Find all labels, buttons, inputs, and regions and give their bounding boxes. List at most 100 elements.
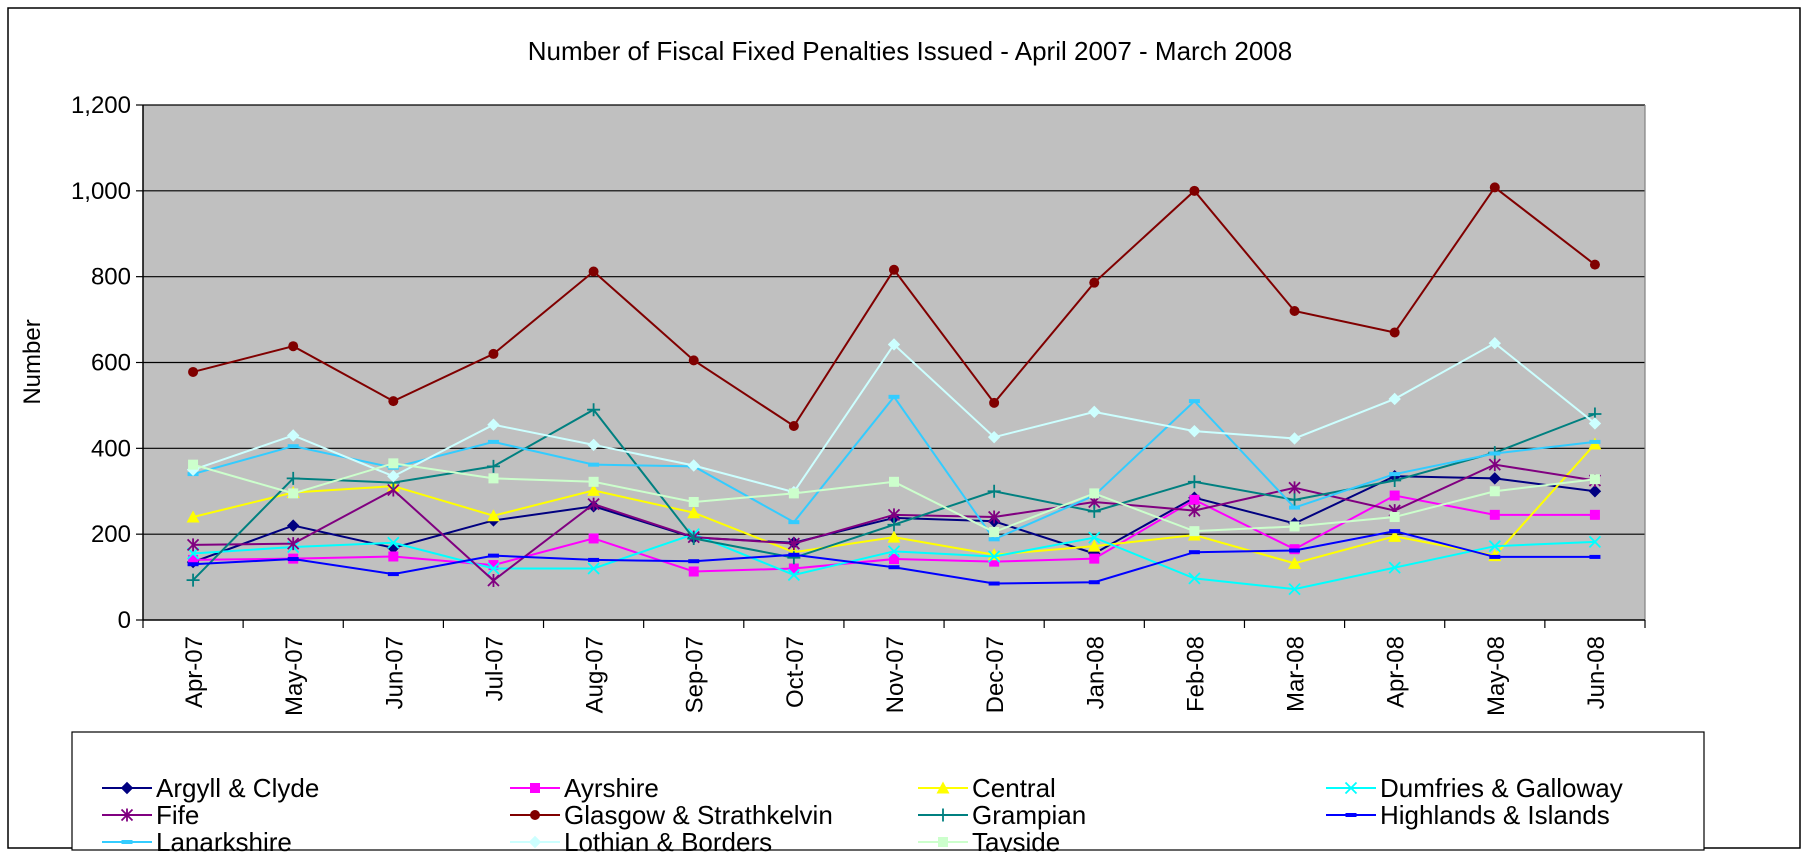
data-point	[286, 429, 300, 442]
data-point	[387, 572, 399, 577]
data-point	[1288, 432, 1301, 445]
data-point	[1389, 512, 1400, 522]
data-point	[287, 444, 299, 449]
data-point	[687, 531, 701, 545]
data-point	[487, 562, 500, 575]
series-group	[186, 182, 1602, 596]
data-point	[1189, 526, 1200, 537]
data-point	[1189, 185, 1200, 196]
data-point	[1188, 424, 1201, 438]
data-point	[1489, 554, 1501, 559]
chart-title: Number of Fiscal Fixed Penalties Issued …	[528, 36, 1292, 66]
data-point	[788, 421, 799, 432]
legend-label: Glasgow & Strathkelvin	[564, 800, 833, 830]
data-point	[889, 476, 899, 487]
x-tick-label: Dec-07	[982, 636, 1009, 713]
data-point	[287, 557, 299, 562]
data-point	[688, 355, 699, 366]
data-point	[188, 554, 199, 565]
data-point	[1488, 458, 1501, 472]
data-point	[1188, 550, 1200, 555]
data-point	[287, 537, 300, 551]
data-point	[1288, 556, 1302, 569]
data-point	[1489, 509, 1500, 520]
x-tick-label: Feb-08	[1182, 636, 1209, 712]
legend-marker	[530, 810, 540, 820]
legend-marker	[1344, 781, 1358, 795]
x-tick-label: Oct-07	[782, 636, 809, 708]
x-tick-label: Aug-07	[582, 636, 609, 713]
x-tick-label: Jul-07	[481, 636, 508, 701]
y-tick-label: 400	[91, 435, 131, 462]
legend-label: Grampian	[972, 800, 1086, 830]
legend-item: Lothian & Borders	[510, 827, 772, 852]
data-point	[387, 536, 400, 549]
data-point	[587, 438, 600, 452]
data-point	[1388, 392, 1401, 406]
data-point	[1388, 474, 1402, 488]
data-point	[486, 459, 500, 473]
data-point	[186, 538, 200, 552]
data-point	[1389, 490, 1400, 501]
data-point	[887, 338, 901, 351]
data-point	[887, 545, 901, 558]
data-point	[387, 470, 400, 483]
data-point	[587, 562, 600, 575]
data-point	[288, 341, 299, 352]
data-point	[887, 518, 901, 532]
x-tick-label: Jan-08	[1082, 636, 1109, 709]
data-point	[487, 418, 500, 431]
data-point	[888, 565, 900, 570]
legend-label: Argyll & Clyde	[156, 773, 319, 803]
legend-marker	[936, 808, 950, 822]
legend-item: Ayrshire	[510, 773, 659, 803]
y-tick-label: 600	[91, 350, 131, 377]
data-point	[1289, 505, 1301, 510]
data-point	[1589, 509, 1600, 520]
data-point	[989, 527, 1000, 538]
data-point	[687, 506, 701, 519]
data-point	[788, 520, 800, 525]
data-point	[1088, 531, 1101, 544]
data-point	[1488, 472, 1502, 485]
data-point	[887, 530, 901, 543]
y-tick-label: 1,200	[71, 92, 131, 119]
data-point	[488, 348, 499, 359]
data-point	[588, 266, 599, 277]
data-point	[1388, 561, 1401, 574]
x-tick-label: Mar-08	[1283, 636, 1310, 712]
legend-marker	[530, 783, 540, 793]
data-point	[1188, 399, 1200, 404]
data-point	[1588, 417, 1602, 430]
x-tick-label: Jun-07	[381, 636, 408, 709]
series-7	[187, 529, 1601, 586]
data-point	[1589, 439, 1601, 444]
legend-item: Argyll & Clyde	[102, 773, 319, 803]
y-tick-label: 800	[91, 264, 131, 291]
legend-item: Tayside	[918, 827, 1060, 852]
y-tick-label: 200	[91, 521, 131, 548]
data-point	[286, 471, 300, 485]
data-point	[1289, 548, 1301, 553]
data-point	[1187, 475, 1201, 489]
data-point	[889, 264, 899, 275]
data-point	[1088, 405, 1101, 419]
x-tick-label: Sep-07	[682, 636, 709, 713]
data-point	[1089, 277, 1100, 288]
legend-marker	[120, 808, 134, 822]
data-point	[487, 553, 499, 558]
data-point	[587, 403, 601, 417]
data-point	[987, 550, 1001, 563]
data-point	[1489, 182, 1500, 193]
legend-item: Glasgow & Strathkelvin	[510, 800, 833, 830]
legend-marker	[1345, 813, 1357, 817]
legend-marker	[938, 837, 948, 847]
gridlines	[143, 104, 1645, 535]
series-10	[188, 458, 1600, 538]
legend-box	[71, 731, 1705, 851]
data-point	[1288, 493, 1302, 507]
data-point	[1389, 472, 1401, 477]
data-point	[987, 484, 1001, 498]
y-axis-label: Number	[19, 319, 46, 404]
data-point	[188, 366, 199, 377]
